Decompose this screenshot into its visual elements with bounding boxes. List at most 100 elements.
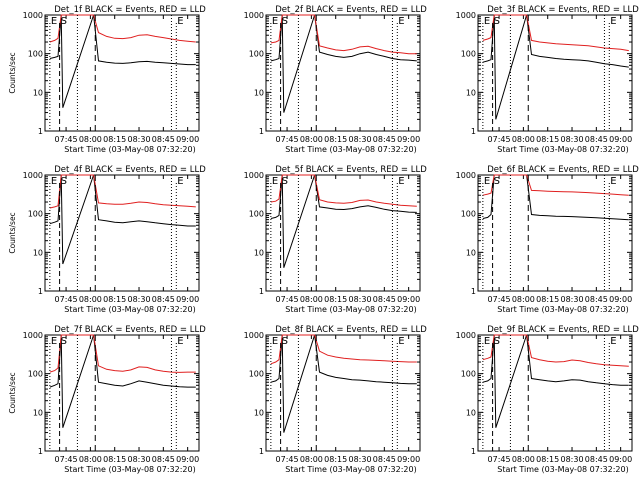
x-tick-label: 08:00 — [512, 455, 535, 464]
x-tick-label: 08:30 — [348, 135, 371, 144]
marker-label: E — [272, 176, 278, 187]
series-lld-line — [270, 14, 417, 55]
chart-title: Det_2f BLACK = Events, RED = LLD — [275, 5, 427, 15]
series-events-line — [49, 174, 196, 265]
x-tick-label: 09:00 — [397, 455, 420, 464]
marker-label: S — [282, 176, 288, 187]
x-axis-label: Start Time (03-May-08 07:32:20) — [64, 145, 195, 154]
x-tick-label: 09:00 — [397, 135, 420, 144]
x-tick-label: 08:15 — [324, 135, 347, 144]
plot-frame — [44, 14, 200, 132]
x-tick-label: 08:00 — [300, 135, 323, 144]
x-tick-label: 08:45 — [152, 135, 175, 144]
y-tick-label: 10 — [254, 248, 264, 257]
marker-label: E — [398, 176, 404, 187]
marker-label: S — [494, 336, 500, 347]
x-tick-label: 07:45 — [276, 135, 299, 144]
x-tick-label: 08:30 — [348, 455, 371, 464]
x-axis-label: Start Time (03-May-08 07:32:20) — [497, 305, 628, 314]
x-tick-label: 09:00 — [609, 135, 632, 144]
chart-title: Det_5f BLACK = Events, RED = LLD — [275, 165, 427, 175]
y-tick-label: 1 — [259, 287, 264, 296]
y-tick-label: 1000 — [23, 331, 43, 340]
y-tick-label: 10 — [33, 248, 43, 257]
chart-title: Det_8f BLACK = Events, RED = LLD — [275, 325, 427, 335]
x-tick-label: 08:15 — [324, 295, 347, 304]
x-tick-label: 08:00 — [300, 455, 323, 464]
series-events-line — [270, 14, 417, 113]
y-tick-label: 10 — [466, 248, 476, 257]
series-lld-line — [49, 174, 196, 209]
series-events-line — [482, 174, 629, 221]
chart-title: Det_3f BLACK = Events, RED = LLD — [487, 5, 639, 15]
marker-label: E — [272, 16, 278, 27]
y-tick-label: 1 — [38, 287, 43, 296]
x-tick-label: 07:45 — [55, 295, 78, 304]
y-tick-label: 100 — [249, 370, 264, 379]
x-tick-label: 08:30 — [127, 295, 150, 304]
marker-label: E — [51, 16, 57, 27]
x-tick-label: 08:00 — [512, 295, 535, 304]
x-axis-label: Start Time (03-May-08 07:32:20) — [285, 305, 416, 314]
x-tick-label: 07:45 — [488, 135, 511, 144]
y-tick-label: 100 — [461, 50, 476, 59]
x-tick-label: 09:00 — [609, 295, 632, 304]
y-tick-label: 10 — [33, 88, 43, 97]
x-axis-label: Start Time (03-May-08 07:32:20) — [497, 465, 628, 474]
x-tick-label: 08:30 — [560, 295, 583, 304]
x-tick-label: 08:00 — [300, 295, 323, 304]
marker-label: S — [282, 16, 288, 27]
y-tick-label: 1 — [471, 447, 476, 456]
y-tick-label: 1 — [471, 287, 476, 296]
y-tick-label: 1 — [38, 447, 43, 456]
detector-panel-7: 1 10 100 1000 07:45 08:00 08:15 08:30 08:45 09:00… — [8, 325, 206, 474]
series-events-line — [49, 334, 196, 428]
marker-label: E — [484, 176, 490, 187]
marker-label: E — [51, 336, 57, 347]
series-lld-line — [49, 14, 196, 43]
marker-label: E — [177, 176, 183, 187]
x-tick-label: 09:00 — [176, 455, 199, 464]
y-tick-label: 1 — [38, 127, 43, 136]
x-tick-label: 08:15 — [324, 455, 347, 464]
x-axis-label: Start Time (03-May-08 07:32:20) — [285, 465, 416, 474]
y-tick-label: 10 — [33, 408, 43, 417]
y-tick-label: 1000 — [456, 331, 476, 340]
plot-frame — [265, 334, 421, 452]
series-lld-line — [482, 14, 629, 52]
series-lld-line — [270, 174, 417, 207]
x-axis-label: Start Time (03-May-08 07:32:20) — [64, 465, 195, 474]
y-tick-label: 100 — [249, 210, 264, 219]
y-tick-label: 1000 — [244, 171, 264, 180]
y-tick-label: 1000 — [23, 171, 43, 180]
y-tick-label: 1 — [259, 127, 264, 136]
marker-label: E — [398, 16, 404, 27]
x-tick-label: 08:30 — [348, 295, 371, 304]
x-tick-label: 08:00 — [512, 135, 535, 144]
x-tick-label: 08:30 — [127, 455, 150, 464]
marker-label: S — [282, 336, 288, 347]
detector-panel-6: 1 10 100 1000 07:45 08:00 08:15 08:30 08:45 09:00… — [456, 165, 640, 314]
x-tick-label: 08:45 — [373, 295, 396, 304]
x-tick-label: 09:00 — [176, 135, 199, 144]
marker-label: S — [61, 336, 67, 347]
marker-label: E — [610, 16, 616, 27]
x-tick-label: 07:45 — [276, 455, 299, 464]
series-events-line — [482, 334, 629, 428]
detector-panel-8: 1 10 100 1000 07:45 08:00 08:15 08:30 08:45 09:00… — [244, 325, 428, 474]
detector-panel-5: 1 10 100 1000 07:45 08:00 08:15 08:30 08:45 09:00… — [244, 165, 428, 314]
x-tick-label: 08:45 — [373, 455, 396, 464]
y-tick-label: 1 — [471, 127, 476, 136]
plot-frame — [477, 174, 633, 292]
x-tick-label: 08:15 — [103, 135, 126, 144]
x-tick-label: 08:15 — [103, 455, 126, 464]
x-tick-label: 08:15 — [103, 295, 126, 304]
series-events-line — [49, 14, 196, 108]
x-tick-label: 08:45 — [152, 295, 175, 304]
x-axis-label: Start Time (03-May-08 07:32:20) — [64, 305, 195, 314]
x-tick-label: 08:30 — [127, 135, 150, 144]
x-tick-label: 08:30 — [560, 455, 583, 464]
x-tick-label: 07:45 — [488, 455, 511, 464]
x-tick-label: 08:00 — [79, 295, 102, 304]
